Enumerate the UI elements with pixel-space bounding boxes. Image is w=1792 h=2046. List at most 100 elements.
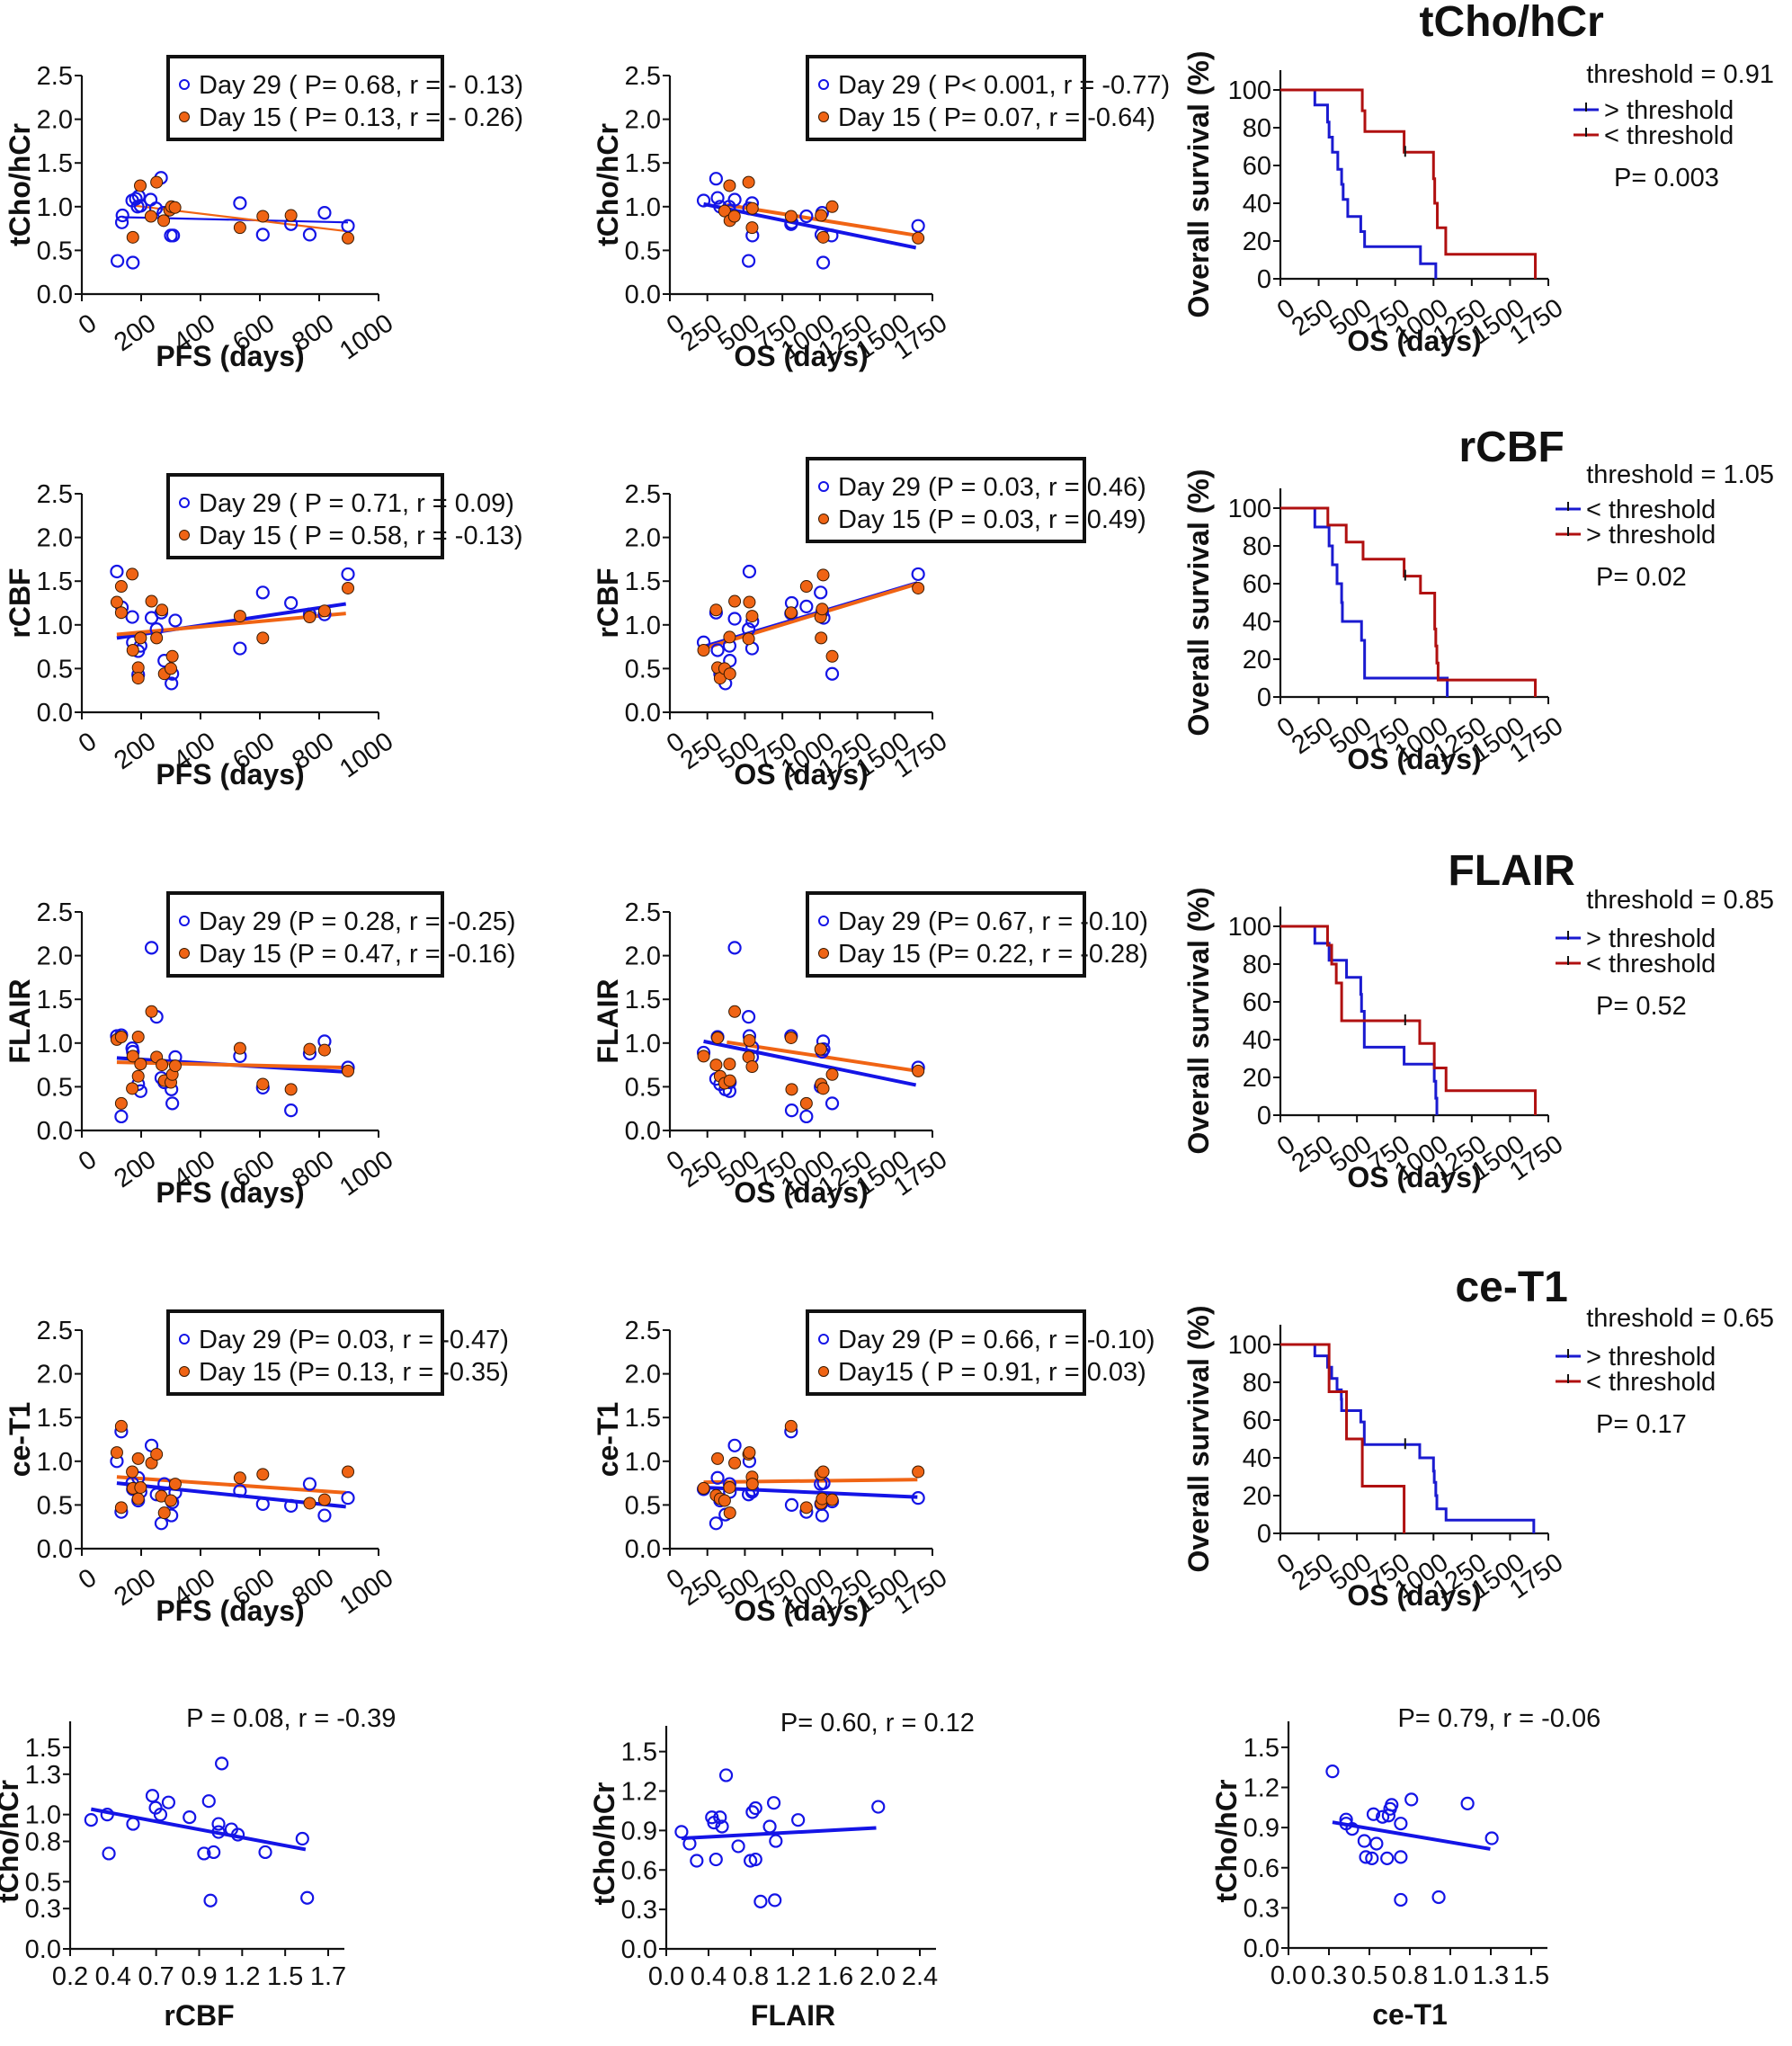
- legend-marker-day29: [179, 916, 190, 926]
- data-point-day15: [114, 1030, 128, 1043]
- data-point-day29: [125, 610, 139, 624]
- x-tick-label: 1000: [334, 727, 398, 783]
- data-point: [748, 1800, 762, 1816]
- legend-marker-day15: [818, 1366, 829, 1377]
- data-point: [1385, 1798, 1399, 1812]
- legend-label-day15: Day 15 (P = 0.03, r = 0.49): [838, 505, 1146, 534]
- data-point-day15: [233, 1041, 246, 1055]
- data-point: [84, 1813, 98, 1827]
- data-point-day15: [784, 1419, 798, 1433]
- y-tick-label: 0.0: [625, 1535, 661, 1564]
- data-point-day15: [799, 1501, 813, 1514]
- x-tick-label: 0.9: [181, 1962, 217, 1991]
- data-point-day15: [743, 1446, 756, 1460]
- data-point-day15: [284, 209, 298, 222]
- data-point-day15: [165, 649, 179, 663]
- data-point-day29: [341, 1491, 355, 1505]
- y-axis-label: FLAIR: [592, 978, 624, 1063]
- survival-curve-below-threshold: [1280, 88, 1538, 279]
- data-point-day15: [799, 580, 813, 594]
- x-tick-label: 1000: [334, 1563, 398, 1620]
- y-axis-label: tCho/hCr: [592, 123, 624, 246]
- data-point-day15: [745, 221, 759, 235]
- data-point-day15: [745, 1478, 759, 1491]
- data-point-day15: [126, 1050, 139, 1063]
- data-point-day29: [165, 676, 179, 691]
- y-tick-label: 2.5: [625, 898, 661, 927]
- y-tick-label: 0.5: [37, 655, 73, 683]
- data-point-day15: [157, 214, 171, 228]
- data-point-day29: [302, 1477, 317, 1491]
- data-point-day15: [784, 606, 798, 620]
- data-point: [207, 1845, 221, 1860]
- data-point: [690, 1854, 704, 1868]
- data-point-day15: [912, 231, 925, 245]
- y-tick-label: 40: [1243, 1026, 1271, 1055]
- legend-box: [806, 457, 1086, 543]
- data-point-day29: [742, 254, 756, 268]
- y-tick-label: 100: [1228, 913, 1271, 942]
- survival-curve-above-threshold: [1280, 506, 1538, 697]
- panel-km-cet1: 0 20 40 60 80 100 0 250 500 750 1000 1250 1500 1750 OS…: [1169, 1255, 1792, 1673]
- legend-box: [806, 55, 1086, 141]
- data-point: [1394, 1850, 1408, 1864]
- p-value-label: P= 0.02: [1596, 563, 1687, 592]
- data-point-day15: [126, 567, 139, 581]
- data-point: [768, 1893, 782, 1908]
- y-axis-label: Overall survival (%): [1182, 469, 1215, 736]
- data-point: [1357, 1834, 1371, 1848]
- data-point-day15: [145, 594, 158, 608]
- data-point: [1359, 1850, 1373, 1864]
- y-axis-label: Overall survival (%): [1182, 50, 1215, 317]
- data-point-day15: [317, 604, 331, 618]
- panel-tcho-pfs: 0.0 0.5 1.0 1.5 2.0 2.5 0 200 400 600 800 1000 PFS (…: [0, 0, 584, 418]
- y-tick-label: 1.5: [625, 986, 661, 1014]
- y-tick-label: 2.0: [37, 106, 73, 135]
- chart-tcho-os: 0.00.51.01.52.02.50250500750100012501500…: [592, 55, 1170, 372]
- x-tick-label: 200: [109, 1563, 161, 1612]
- data-point-day15: [342, 231, 355, 245]
- y-tick-label: 2.5: [625, 62, 661, 91]
- data-point-day29: [727, 192, 742, 207]
- data-point: [102, 1846, 116, 1861]
- data-point: [871, 1800, 886, 1814]
- data-point-day29: [742, 564, 757, 579]
- y-tick-label: 1.5: [25, 1734, 61, 1763]
- legend-label-day29: Day 29 (P = 0.28, r = -0.25): [199, 907, 516, 936]
- legend-label: > threshold: [1586, 1343, 1716, 1371]
- panel-cet1-os: 0.0 0.5 1.0 1.5 2.0 2.5 0 250 500 750 1000 1250 1500…: [584, 1255, 1169, 1673]
- y-tick-label: 1.5: [37, 1404, 73, 1433]
- data-point: [183, 1810, 197, 1825]
- x-axis-label: rCBF: [164, 1999, 234, 2032]
- data-point-day15: [303, 1042, 316, 1056]
- data-point-day29: [341, 567, 355, 582]
- x-tick-label: 200: [109, 727, 161, 775]
- y-tick-label: 0.5: [625, 1073, 661, 1102]
- y-axis-label: rCBF: [4, 567, 36, 638]
- y-tick-label: 1.0: [37, 193, 73, 222]
- p-value-label: P= 0.003: [1614, 164, 1719, 192]
- data-point-day15: [110, 1446, 123, 1460]
- data-point-day15: [745, 610, 759, 623]
- data-point-day15: [114, 580, 128, 594]
- data-point-day15: [317, 1043, 331, 1057]
- x-axis-label: OS (days): [1347, 325, 1481, 357]
- legend-marker-day29: [818, 79, 829, 90]
- x-axis-label: OS (days): [734, 758, 868, 791]
- data-point-day15: [711, 1452, 725, 1465]
- data-point-day15: [233, 221, 246, 235]
- panel-cet1-pfs: 0.0 0.5 1.0 1.5 2.0 2.5 0 200 400 600 800 1000 PFS (…: [0, 1255, 584, 1673]
- data-point-day15: [799, 1096, 813, 1110]
- data-point-day15: [728, 1456, 742, 1470]
- x-tick-label: 0.0: [1270, 1961, 1306, 1990]
- y-tick-label: 40: [1243, 1444, 1271, 1473]
- data-point: [769, 1834, 783, 1848]
- fit-line-day-15: [702, 582, 918, 650]
- x-tick-label: 1.5: [1513, 1961, 1549, 1990]
- data-point: [1460, 1796, 1475, 1810]
- x-tick-label: 1.6: [817, 1962, 853, 1991]
- x-tick-label: 200: [109, 1145, 161, 1193]
- data-point-day29: [815, 1508, 829, 1523]
- data-point-day15: [150, 1448, 164, 1461]
- data-point-day15: [825, 1068, 839, 1081]
